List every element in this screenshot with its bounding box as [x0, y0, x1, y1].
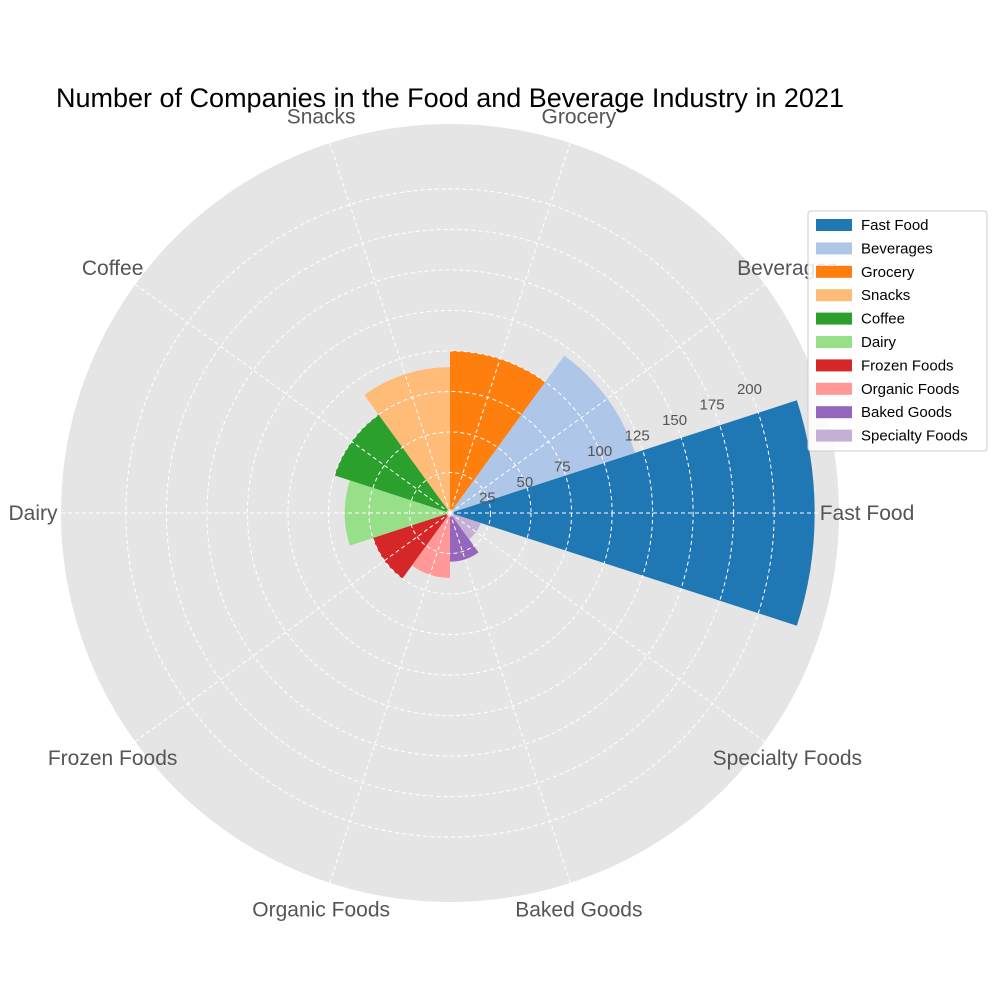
legend-swatch-specialty-foods	[816, 429, 852, 442]
radial-tick-label: 200	[737, 381, 762, 398]
radial-tick-label: 25	[479, 489, 496, 506]
legend-label-snacks: Snacks	[861, 287, 910, 304]
category-label-specialty-foods: Specialty Foods	[713, 747, 862, 770]
grid-layer	[61, 142, 839, 884]
category-label-fast-food: Fast Food	[820, 502, 915, 525]
legend-swatch-frozen-foods	[816, 359, 852, 372]
grid-spoke	[329, 512, 451, 884]
grid-spoke	[449, 283, 766, 514]
radial-tick-label: 175	[700, 396, 725, 413]
category-label-baked-goods: Baked Goods	[515, 899, 642, 922]
bar-specialty-foods	[450, 513, 481, 540]
grid-spoke	[449, 142, 571, 514]
grid-ring	[246, 309, 654, 717]
legend-label-coffee: Coffee	[861, 311, 905, 328]
legend-swatch-coffee	[816, 312, 852, 325]
chart-title: Number of Companies in the Food and Beve…	[56, 83, 844, 113]
legend-swatch-organic-foods	[816, 382, 852, 395]
legend-label-fast-food: Fast Food	[861, 217, 929, 234]
category-label-coffee: Coffee	[82, 257, 144, 280]
radial-tick-labels: 25 50 75 100 125 150 175 200	[479, 381, 762, 507]
legend-swatch-grocery	[816, 265, 852, 278]
bar-beverages	[450, 355, 635, 513]
grid-spoke	[134, 283, 451, 514]
legend-swatch-fast-food	[816, 219, 852, 231]
bar-grocery	[450, 350, 546, 513]
grid-spoke	[134, 512, 451, 743]
bar-baked-goods	[450, 513, 479, 562]
bar-snacks	[364, 367, 450, 513]
grid-spoke	[449, 512, 571, 884]
legend-swatch-dairy	[816, 336, 852, 348]
legend-label-dairy: Dairy	[861, 334, 897, 351]
grid-spoke	[329, 142, 451, 514]
bar-organic-foods	[411, 513, 450, 578]
legend-label-grocery: Grocery	[861, 264, 915, 281]
category-label-grocery: Grocery	[542, 105, 617, 128]
legend-frame	[807, 210, 988, 452]
bar-frozen-foods	[372, 513, 450, 579]
radial-tick-label: 150	[662, 412, 687, 429]
legend: Fast Food Beverages Grocery Snacks Coffee Dai…	[807, 210, 988, 452]
legend-swatch-beverages	[816, 242, 852, 255]
grid-ring	[368, 431, 532, 595]
grid-ring	[408, 471, 492, 555]
legend-label-organic-foods: Organic Foods	[861, 381, 959, 398]
legend-swatch-snacks	[816, 289, 852, 302]
legend-label-specialty-foods: Specialty Foods	[861, 428, 968, 445]
category-label-dairy: Dairy	[8, 502, 58, 525]
bar-coffee	[334, 414, 450, 513]
grid-spoke	[449, 512, 766, 743]
radial-tick-label: 75	[554, 458, 571, 475]
category-label-organic-foods: Organic Foods	[252, 899, 390, 922]
radial-tick-label: 100	[587, 443, 612, 460]
radial-tick-label: 125	[625, 427, 650, 444]
category-label-snacks: Snacks	[287, 105, 356, 128]
grid-ring	[206, 269, 694, 757]
legend-label-frozen-foods: Frozen Foods	[861, 357, 954, 374]
legend-label-baked-goods: Baked Goods	[861, 404, 952, 421]
radial-tick-label: 50	[517, 474, 534, 491]
category-label-frozen-foods: Frozen Foods	[48, 747, 178, 770]
legend-label-beverages: Beverages	[861, 240, 933, 257]
legend-swatch-baked-goods	[816, 406, 852, 419]
